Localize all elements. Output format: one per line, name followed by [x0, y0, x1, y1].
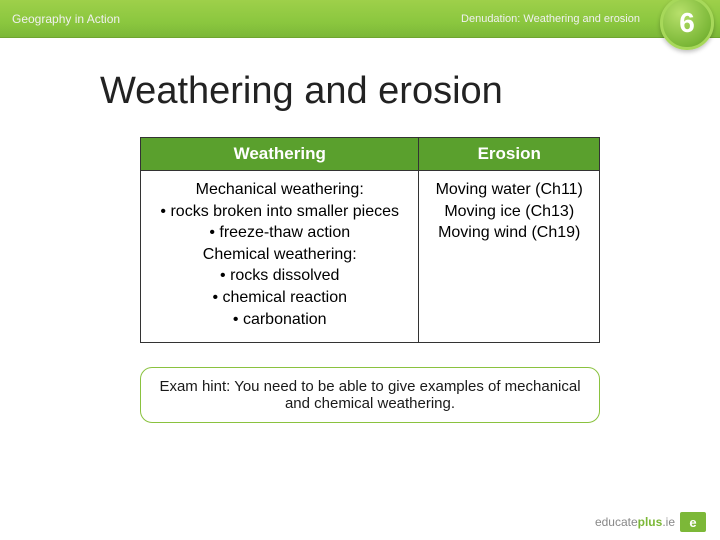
chapter-number: 6	[679, 7, 695, 39]
footer-block-icon: e	[680, 512, 706, 532]
top-bar: Geography in Action Denudation: Weatheri…	[0, 0, 720, 38]
cell-weathering: Mechanical weathering: • rocks broken in…	[141, 171, 419, 343]
table-header-erosion: Erosion	[419, 138, 600, 171]
footer-educate: educate	[595, 515, 638, 529]
brand-text: Geography in Action	[12, 12, 120, 26]
exam-hint-text: Exam hint: You need to be able to give e…	[159, 378, 580, 412]
exam-hint-box: Exam hint: You need to be able to give e…	[140, 367, 600, 423]
footer-plus: plus	[638, 515, 663, 529]
footer: educateplus.ie e	[595, 512, 706, 532]
content-area: Weathering and erosion Weathering Erosio…	[0, 38, 720, 423]
cell-erosion: Moving water (Ch11) Moving ice (Ch13) Mo…	[419, 171, 600, 343]
footer-logo-text: educateplus.ie	[595, 515, 675, 529]
footer-ie: .ie	[662, 515, 675, 529]
breadcrumb: Denudation: Weathering and erosion	[461, 13, 640, 25]
table-header-weathering: Weathering	[141, 138, 419, 171]
table-row: Mechanical weathering: • rocks broken in…	[141, 171, 600, 343]
page-title: Weathering and erosion	[100, 70, 640, 113]
comparison-table: Weathering Erosion Mechanical weathering…	[140, 137, 600, 343]
